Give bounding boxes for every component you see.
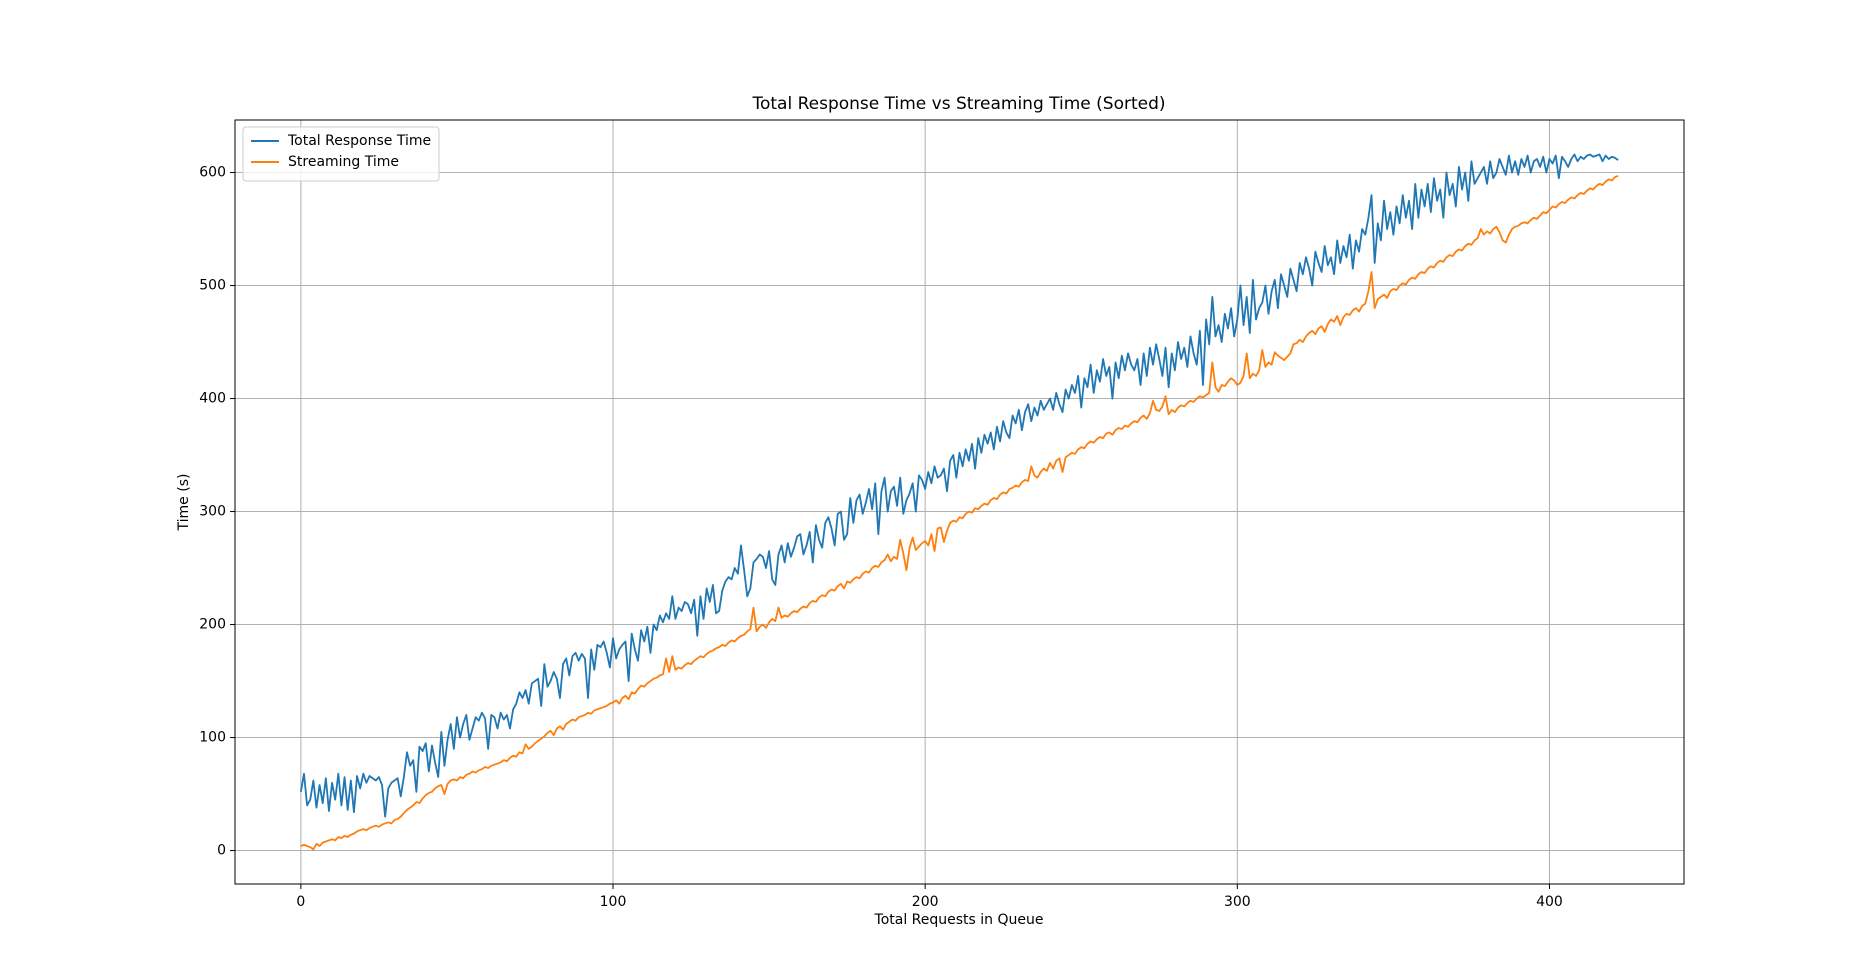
x-tick-label: 400 [1536,894,1563,910]
grid [235,120,1684,884]
axes-frame [234,119,1685,885]
y-tick-label: 300 [199,504,226,520]
x-tick-label: 0 [296,894,305,910]
legend-box [242,126,440,182]
x-axis-label: Total Requests in Queue [874,912,1044,928]
y-tick-label: 200 [199,617,226,633]
legend-label: Total Response Time [287,133,431,149]
data-line [299,153,1619,818]
y-tick-label: 100 [199,730,226,746]
ticks: 0 100 200 300 400 0 100 200 300 400 500 600 [199,165,1563,910]
data-line [300,175,1619,851]
y-tick-label: 400 [199,391,226,407]
x-tick-label: 200 [912,894,939,910]
legend-label: Streaming Time [288,154,399,170]
y-tick-label: 0 [217,843,226,859]
chart-title: Total Response Time vs Streaming Time (S… [751,94,1165,114]
legend: Total Response Time Streaming Time [242,126,440,182]
x-tick-label: 300 [1224,894,1251,910]
y-axis-label: Time (s) [176,474,192,532]
plot-area [299,153,1619,851]
x-tick-label: 100 [600,894,627,910]
y-tick-label: 500 [199,278,226,294]
y-tick-label: 600 [199,165,226,181]
